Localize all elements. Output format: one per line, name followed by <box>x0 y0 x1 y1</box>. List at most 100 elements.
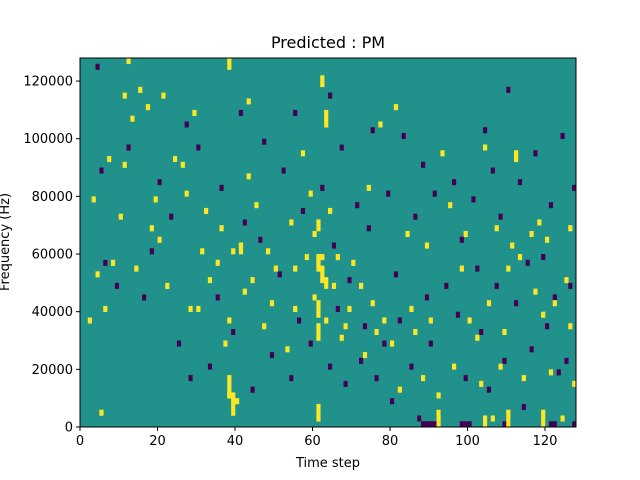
heatmap-cell-high <box>541 311 546 318</box>
heatmap-cell-high <box>180 161 185 168</box>
heatmap-cell-low <box>320 184 325 191</box>
heatmap-cell-high <box>320 254 325 261</box>
heatmap-cell-high <box>207 277 213 284</box>
heatmap-cell-low <box>552 294 557 301</box>
heatmap-cell-low <box>176 340 182 347</box>
heatmap-cell-low <box>424 421 430 428</box>
heatmap-cell-high <box>405 230 410 238</box>
heatmap-cell-high <box>413 328 418 336</box>
heatmap-cell-low <box>459 236 464 243</box>
heatmap-cell-low <box>548 421 554 428</box>
heatmap-cell-low <box>196 144 201 151</box>
heatmap-cell-high <box>231 392 236 416</box>
x-tick-label: 0 <box>76 434 84 449</box>
heatmap-cell-low <box>219 184 224 191</box>
heatmap-cell-low <box>471 196 476 203</box>
heatmap-cell-low <box>95 63 100 70</box>
heatmap-cell-low <box>467 421 472 428</box>
heatmap-cell-low <box>157 179 162 186</box>
heatmap-cell-high <box>153 196 158 203</box>
heatmap-cell-high <box>490 415 495 422</box>
heatmap-cell-high <box>483 415 488 428</box>
heatmap-cell-low <box>444 282 449 289</box>
heatmap-cell-low <box>533 150 538 157</box>
y-tick-label: 40000 <box>32 305 73 320</box>
heatmap-cell-high <box>502 328 507 336</box>
heatmap-cell-high <box>552 300 557 307</box>
heatmap-cell-low <box>409 363 414 370</box>
heatmap-cell-low <box>231 328 236 336</box>
heatmap-cell-low <box>366 225 371 232</box>
heatmap-cell-low <box>463 421 468 428</box>
heatmap-cell-low <box>413 213 418 220</box>
heatmap-cell-high <box>246 98 251 105</box>
heatmap-cell-high <box>475 334 480 341</box>
heatmap-cell-high <box>188 305 193 312</box>
heatmap-cell-low <box>502 357 507 364</box>
heatmap-cell-low <box>545 323 550 330</box>
heatmap-cell-high <box>393 104 399 111</box>
heatmap-cell-low <box>374 375 379 382</box>
heatmap-cell-low <box>269 352 275 359</box>
heatmap-cell-high <box>370 300 375 307</box>
heatmap-cell-high <box>118 213 123 220</box>
heatmap-cell-low <box>308 340 313 347</box>
x-tick-label: 80 <box>382 434 399 449</box>
heatmap-cell-low <box>103 259 108 266</box>
heatmap-cell-high <box>560 415 565 422</box>
heatmap-cell-high <box>366 184 371 191</box>
heatmap-cell-low <box>242 219 247 226</box>
heatmap-cell-low <box>548 202 554 209</box>
heatmap-cell-low <box>463 375 468 382</box>
plot-frame <box>79 57 577 428</box>
heatmap-cell-high <box>227 58 232 70</box>
heatmap-cell-high <box>486 300 492 307</box>
y-tick-label: 100000 <box>23 132 73 147</box>
heatmap-cell-high <box>219 225 224 232</box>
heatmap-cell-low <box>262 138 267 145</box>
heatmap-cell-high <box>103 305 108 312</box>
heatmap-cell-high <box>529 230 534 238</box>
heatmap-cell-low <box>517 179 523 186</box>
heatmap-cell-low <box>289 375 294 382</box>
heatmap-cell-low <box>370 127 375 134</box>
heatmap-cell-low <box>506 86 511 93</box>
heatmap-cell-low <box>479 328 484 336</box>
heatmap-cell-high <box>134 265 139 272</box>
heatmap-cell-low <box>428 421 433 428</box>
plot-area <box>79 57 577 428</box>
heatmap-cell-high <box>506 265 511 272</box>
heatmap-cell-high <box>316 323 321 341</box>
heatmap-cell-high <box>436 392 441 399</box>
heatmap-cell-low <box>238 109 244 116</box>
heatmap-cell-low <box>424 294 430 301</box>
heatmap-cell-high <box>312 230 317 238</box>
heatmap-cell-high <box>463 230 468 238</box>
heatmap-cell-high <box>517 254 523 261</box>
heatmap-cell-low <box>498 213 503 220</box>
heatmap-cell-high <box>335 254 340 261</box>
heatmap-cell-low <box>428 340 433 347</box>
heatmap-cell-low <box>328 363 333 370</box>
heatmap-cell-high <box>95 271 100 278</box>
heatmap-cell-high <box>564 277 569 284</box>
heatmap-cell-high <box>273 265 278 272</box>
heatmap-cell-high <box>161 92 166 99</box>
heatmap-cell-high <box>254 202 259 209</box>
heatmap-cell-low <box>300 207 306 214</box>
heatmap-cell-low <box>397 317 402 324</box>
heatmap-cell-high <box>107 156 112 163</box>
heatmap-cell-high <box>459 265 464 272</box>
heatmap-cell-high <box>436 409 441 428</box>
heatmap-cell-high <box>91 196 96 203</box>
heatmap-cell-high <box>339 334 344 341</box>
heatmap-cell-high <box>126 58 131 65</box>
y-tick-label: 120000 <box>23 75 73 90</box>
heatmap-cell-low <box>486 386 492 393</box>
heatmap-cell-low <box>114 282 120 289</box>
heatmap-cell-high <box>87 317 92 324</box>
heatmap-cell-high <box>192 109 197 116</box>
heatmap-cell-low <box>258 236 263 243</box>
heatmap-cell-low <box>541 254 546 261</box>
